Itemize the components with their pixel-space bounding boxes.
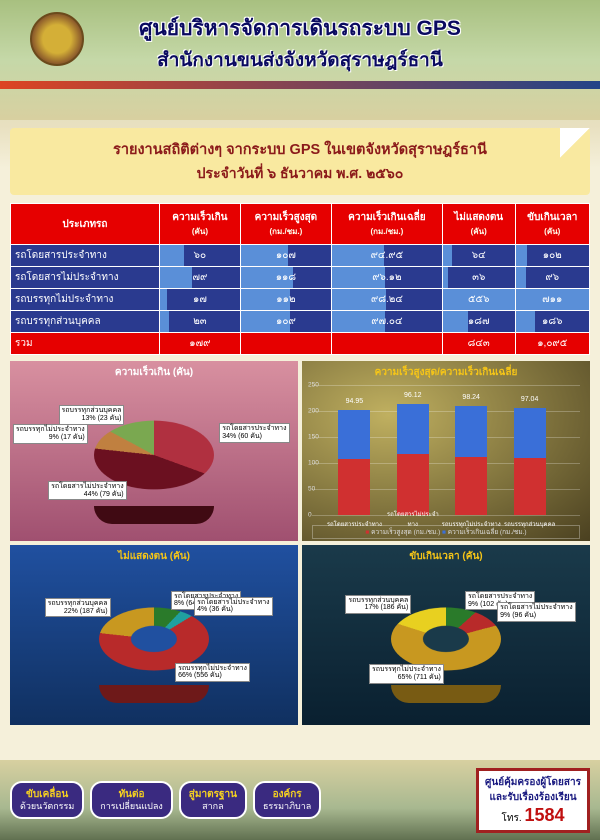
total-cell: ๘๔๓ bbox=[442, 333, 515, 355]
slice-label: รถบรรทุกไม่ประจำทาง66% (556 คัน) bbox=[175, 663, 250, 682]
table-header: ความเร็วสูงสุด(กม./ชม.) bbox=[240, 204, 331, 245]
report-title-box: รายงานสถิติต่างๆ จากระบบ GPS ในเขตจังหวั… bbox=[10, 128, 590, 195]
slice-label: รถบรรทุกไม่ประจำทาง9% (17 คัน) bbox=[13, 424, 88, 443]
slice-label: รถโดยสารไม่ประจำทาง4% (36 คัน) bbox=[194, 597, 272, 616]
table-cell: ๑๐๗ bbox=[240, 245, 331, 267]
chart-title: ขับเกินเวลา (คัน) bbox=[302, 545, 590, 568]
hotline-line2: และรับเรื่องร้องเรียน bbox=[485, 790, 581, 805]
slice-label: รถโดยสารไม่ประจำทาง9% (96 คัน) bbox=[497, 602, 575, 621]
table-header: ประเภทรถ bbox=[11, 204, 160, 245]
slice-label: รถบรรทุกส่วนบุคคล17% (186 คัน) bbox=[345, 595, 411, 614]
slice-label: รถโดยสารไม่ประจำทาง44% (79 คัน) bbox=[48, 481, 126, 500]
row-label: รถบรรทุกส่วนบุคคล bbox=[11, 311, 160, 333]
bar-top-label: 94.95 bbox=[338, 398, 370, 405]
table-cell: ๑๘๖ bbox=[515, 311, 590, 333]
table-cell: ๑๘๗ bbox=[442, 311, 515, 333]
table-cell: ๗๙ bbox=[159, 267, 240, 289]
table-header: ไม่แสดงตน(คัน) bbox=[442, 204, 515, 245]
table-cell: ๑๐๒ bbox=[515, 245, 590, 267]
agency-logo-icon bbox=[30, 12, 84, 66]
table-cell: ๓๖ bbox=[442, 267, 515, 289]
table-cell: ๗๑๑ bbox=[515, 289, 590, 311]
table-row: รถบรรทุกไม่ประจำทาง๑๗๑๑๒๙๘.๒๔๕๕๖๗๑๑ bbox=[11, 289, 590, 311]
bar-speed-compare: ความเร็วสูงสุด/ความเร็วเกินเฉลี่ย 050100… bbox=[302, 361, 590, 541]
footer-tag: องค์กรธรรมาภิบาล bbox=[253, 781, 321, 820]
slice-label: รถโดยสารประจำทาง34% (60 คัน) bbox=[219, 423, 289, 442]
table-row: รถโดยสารประจำทาง๖๐๑๐๗๙๔.๙๕๖๔๑๐๒ bbox=[11, 245, 590, 267]
slice-label: รถบรรทุกส่วนบุคคล13% (23 คัน) bbox=[59, 405, 125, 424]
page-fold-icon bbox=[560, 128, 590, 158]
row-label: รถบรรทุกไม่ประจำทาง bbox=[11, 289, 160, 311]
table-cell: ๑๐๙ bbox=[240, 311, 331, 333]
footer: ขับเคลื่อนด้วยนวัตกรรมทันต่อการเปลี่ยนแป… bbox=[0, 760, 600, 840]
slice-label: รถบรรทุกไม่ประจำทาง65% (711 คัน) bbox=[369, 664, 444, 683]
report-page: ศูนย์บริหารจัดการเดินรถระบบ GPS สำนักงาน… bbox=[0, 0, 600, 840]
report-title-line1: รายงานสถิติต่างๆ จากระบบ GPS ในเขตจังหวั… bbox=[16, 138, 584, 161]
table-row: รถบรรทุกส่วนบุคคล๒๓๑๐๙๙๗.๐๔๑๘๗๑๘๖ bbox=[11, 311, 590, 333]
table-header: ความเร็วเกิน(คัน) bbox=[159, 204, 240, 245]
table-total-row: รวม๑๗๙ ๘๔๓๑,๐๙๕ bbox=[11, 333, 590, 355]
chart-legend: ■ ความเร็วสูงสุด (กม./ชม.) ■ ความเร็วเกิ… bbox=[312, 525, 580, 539]
table-header: ขับเกินเวลา(คัน) bbox=[515, 204, 590, 245]
stats-table: ประเภทรถความเร็วเกิน(คัน)ความเร็วสูงสุด(… bbox=[10, 203, 590, 355]
header: ศูนย์บริหารจัดการเดินรถระบบ GPS สำนักงาน… bbox=[0, 0, 600, 120]
table-cell: ๙๔.๙๕ bbox=[331, 245, 442, 267]
table-cell: ๙๖.๑๒ bbox=[331, 267, 442, 289]
pie-overtime: ขับเกินเวลา (คัน) รถโดยสารประจำทาง9% (10… bbox=[302, 545, 590, 725]
bar-top-label: 96.12 bbox=[397, 392, 429, 399]
table-row: รถโดยสารไม่ประจำทาง๗๙๑๑๘๙๖.๑๒๓๖๙๖ bbox=[11, 267, 590, 289]
total-cell bbox=[331, 333, 442, 355]
row-label: รถโดยสารประจำทาง bbox=[11, 245, 160, 267]
report-title-line2: ประจำวันที่ ๖ ธันวาคม พ.ศ. ๒๕๖๐ bbox=[16, 163, 584, 185]
pie-speed-exceed: ความเร็วเกิน (คัน) รถโดยสารประจำทาง34% (… bbox=[10, 361, 298, 541]
bar-top-label: 98.24 bbox=[455, 394, 487, 401]
table-cell: ๙๘.๒๔ bbox=[331, 289, 442, 311]
table-cell: ๖๔ bbox=[442, 245, 515, 267]
footer-tag: สู่มาตรฐานสากล bbox=[179, 781, 247, 820]
chart-title: ไม่แสดงตน (คัน) bbox=[10, 545, 298, 568]
header-subtitle: สำนักงานขนส่งจังหวัดสุราษฎร์ธานี bbox=[0, 45, 600, 75]
table-cell: ๙๗.๐๔ bbox=[331, 311, 442, 333]
row-label: รถโดยสารไม่ประจำทาง bbox=[11, 267, 160, 289]
total-cell: ๑๗๙ bbox=[159, 333, 240, 355]
table-cell: ๑๑๘ bbox=[240, 267, 331, 289]
table-cell: ๒๓ bbox=[159, 311, 240, 333]
table-cell: ๑๗ bbox=[159, 289, 240, 311]
bar-top-label: 97.04 bbox=[514, 396, 546, 403]
table-cell: ๖๐ bbox=[159, 245, 240, 267]
hotline-line1: ศูนย์คุ้มครองผู้โดยสาร bbox=[485, 775, 581, 790]
table-cell: ๕๕๖ bbox=[442, 289, 515, 311]
divider bbox=[0, 81, 600, 89]
hotline-box: ศูนย์คุ้มครองผู้โดยสาร และรับเรื่องร้องเ… bbox=[476, 768, 590, 833]
chart-title: ความเร็วสูงสุด/ความเร็วเกินเฉลี่ย bbox=[302, 361, 590, 384]
total-label: รวม bbox=[11, 333, 160, 355]
pie-no-identity: ไม่แสดงตน (คัน) รถโดยสารประจำทาง8% (64 ค… bbox=[10, 545, 298, 725]
total-cell: ๑,๐๙๕ bbox=[515, 333, 590, 355]
table-cell: ๑๑๒ bbox=[240, 289, 331, 311]
table-header: ความเร็วเกินเฉลี่ย(กม./ชม.) bbox=[331, 204, 442, 245]
charts-grid: ความเร็วเกิน (คัน) รถโดยสารประจำทาง34% (… bbox=[10, 361, 590, 725]
hotline-number: โทร. 1584 bbox=[485, 805, 581, 826]
footer-tag: ขับเคลื่อนด้วยนวัตกรรม bbox=[10, 781, 84, 820]
total-cell bbox=[240, 333, 331, 355]
chart-title: ความเร็วเกิน (คัน) bbox=[10, 361, 298, 384]
header-title: ศูนย์บริหารจัดการเดินรถระบบ GPS bbox=[0, 12, 600, 45]
footer-tag: ทันต่อการเปลี่ยนแปลง bbox=[90, 781, 173, 820]
table-cell: ๙๖ bbox=[515, 267, 590, 289]
slice-label: รถบรรทุกส่วนบุคคล22% (187 คัน) bbox=[45, 598, 111, 617]
